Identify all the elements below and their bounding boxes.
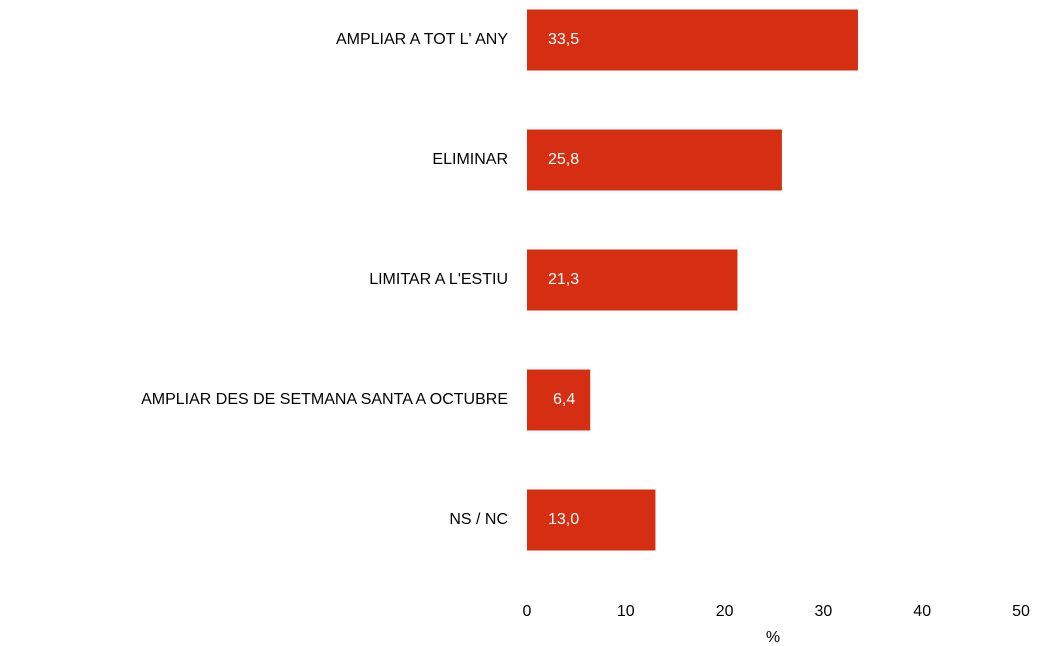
y-tick-label: AMPLIAR DES DE SETMANA SANTA A OCTUBRE	[141, 391, 508, 408]
value-label: 21,3	[548, 271, 579, 288]
bar	[527, 9, 858, 71]
y-tick-label: ELIMINAR	[432, 151, 508, 168]
x-tick-label: 20	[716, 603, 734, 620]
x-tick-label: 50	[1012, 603, 1030, 620]
value-label: 6,4	[553, 391, 575, 408]
value-label: 13,0	[548, 511, 579, 528]
y-tick-label: LIMITAR A L'ESTIU	[369, 271, 508, 288]
value-label: 33,5	[548, 31, 579, 48]
x-tick-label: 40	[913, 603, 931, 620]
y-tick-label: NS / NC	[449, 511, 508, 528]
x-axis-label: %	[766, 629, 780, 646]
value-label: 25,8	[548, 151, 579, 168]
bar	[527, 489, 656, 551]
y-tick-label: AMPLIAR A TOT L' ANY	[336, 31, 508, 48]
bar	[527, 369, 591, 431]
x-tick-label: 10	[617, 603, 635, 620]
x-tick-label: 0	[523, 603, 532, 620]
bar	[527, 249, 738, 311]
x-tick-label: 30	[815, 603, 833, 620]
bar	[527, 129, 782, 191]
